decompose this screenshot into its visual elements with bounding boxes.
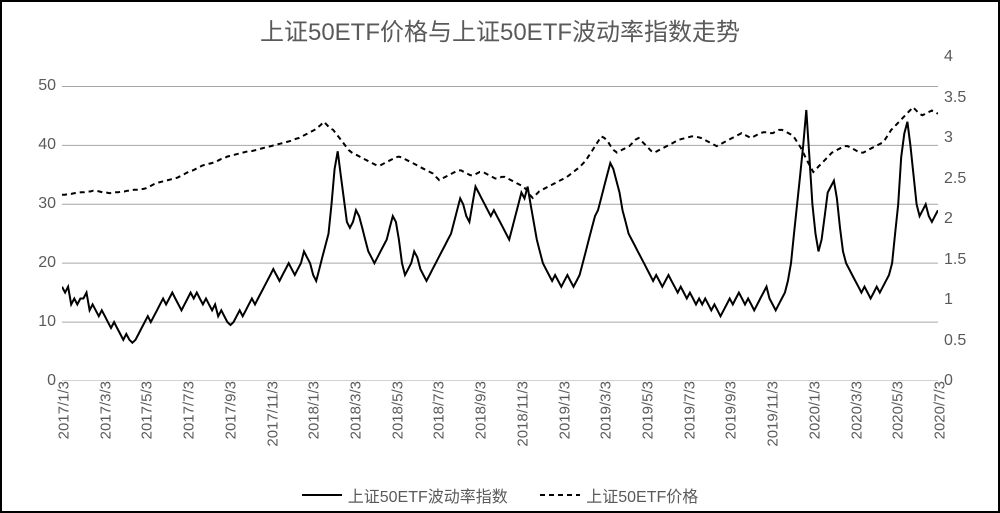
- x-tick: 2019/7/3: [677, 381, 698, 439]
- x-tick: 2020/5/3: [886, 381, 907, 439]
- y-right-tick: 1: [938, 291, 953, 309]
- x-tick: 2018/5/3: [385, 381, 406, 439]
- x-tick: 2020/3/3: [844, 381, 865, 439]
- x-tick: 2018/7/3: [427, 381, 448, 439]
- x-tick: 2019/11/3: [761, 381, 782, 447]
- legend-item-volatility: 上证50ETF波动率指数: [302, 483, 508, 507]
- x-tick: 2020/7/3: [928, 381, 949, 439]
- y-left-tick: 10: [38, 313, 62, 331]
- y-right-tick: 4: [938, 48, 953, 66]
- x-tick: 2017/1/3: [52, 381, 73, 439]
- y-left-tick: 20: [38, 254, 62, 272]
- x-tick: 2019/5/3: [636, 381, 657, 439]
- plot-svg: [62, 57, 938, 381]
- x-tick: 2017/3/3: [93, 381, 114, 439]
- x-tick: 2018/1/3: [302, 381, 323, 439]
- chart-container: 上证50ETF价格与上证50ETF波动率指数走势 0102030405000.5…: [0, 0, 1000, 513]
- x-tick: 2019/3/3: [594, 381, 615, 439]
- x-tick: 2018/3/3: [344, 381, 365, 439]
- x-tick: 2017/11/3: [260, 381, 281, 447]
- x-tick: 2020/1/3: [802, 381, 823, 439]
- legend-sample-solid: [302, 488, 342, 502]
- legend: 上证50ETF波动率指数 上证50ETF价格: [2, 483, 998, 507]
- legend-sample-dash: [540, 488, 580, 502]
- plot-area: 0102030405000.511.522.533.542017/1/32017…: [62, 57, 938, 381]
- y-left-tick: 30: [38, 195, 62, 213]
- y-left-tick: 40: [38, 136, 62, 154]
- x-tick: 2017/9/3: [218, 381, 239, 439]
- y-right-tick: 3.5: [938, 89, 966, 107]
- chart-title: 上证50ETF价格与上证50ETF波动率指数走势: [2, 2, 998, 52]
- legend-label-price: 上证50ETF价格: [586, 483, 698, 507]
- y-right-tick: 2.5: [938, 170, 966, 188]
- x-tick: 2018/11/3: [510, 381, 531, 447]
- x-tick: 2017/7/3: [177, 381, 198, 439]
- y-right-tick: 0.5: [938, 332, 966, 350]
- x-tick: 2017/5/3: [135, 381, 156, 439]
- x-tick: 2018/9/3: [469, 381, 490, 439]
- legend-item-price: 上证50ETF价格: [540, 483, 698, 507]
- y-right-tick: 3: [938, 129, 953, 147]
- y-right-tick: 1.5: [938, 251, 966, 269]
- y-right-tick: 2: [938, 210, 953, 228]
- x-tick: 2019/1/3: [552, 381, 573, 439]
- legend-label-volatility: 上证50ETF波动率指数: [348, 483, 508, 507]
- x-tick: 2019/9/3: [719, 381, 740, 439]
- y-left-tick: 50: [38, 77, 62, 95]
